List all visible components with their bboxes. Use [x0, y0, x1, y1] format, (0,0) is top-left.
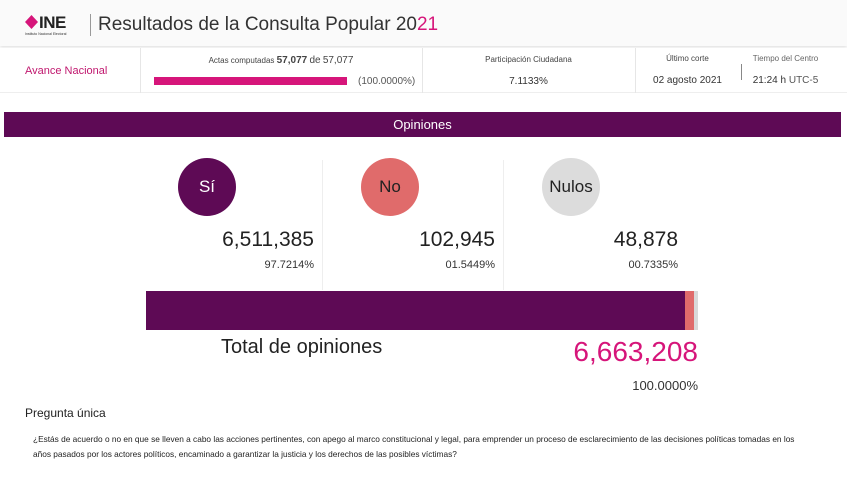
- actas-summary: Actas computadas 57,077 de 57,077: [140, 55, 422, 66]
- option-nulos-badge: Nulos: [542, 158, 600, 216]
- actas-label: Actas computadas: [208, 56, 275, 65]
- actas-progress-bar: [154, 77, 347, 85]
- total-label: Total de opiniones: [221, 336, 383, 358]
- pregunta-text: ¿Estás de acuerdo o no en que se lleven …: [33, 434, 795, 459]
- actas-progress-fill: [154, 77, 347, 85]
- divider: [422, 48, 423, 93]
- nulos-percent: 00.7335%: [628, 259, 678, 271]
- stack-segment-sí: [146, 291, 686, 330]
- opinions-stacked-bar: [146, 291, 698, 330]
- si-percent: 97.7214%: [264, 259, 314, 271]
- divider: [503, 160, 504, 290]
- title-highlight: 21: [416, 14, 439, 35]
- ultimo-corte-label: Último corte: [666, 54, 709, 63]
- nulos-votes: 48,878: [613, 228, 678, 251]
- pregunta-title: Pregunta única: [25, 406, 106, 420]
- no-votes: 102,945: [419, 228, 495, 251]
- actas-computed: 57,077: [276, 55, 308, 66]
- option-no-badge: No: [361, 158, 419, 216]
- no-percent: 01.5449%: [445, 259, 495, 271]
- total-percent: 100.0000%: [632, 378, 698, 393]
- divider: [140, 48, 141, 93]
- opiniones-header: Opiniones: [4, 112, 841, 137]
- stack-segment-nulos: [693, 291, 698, 330]
- divider: [741, 64, 742, 80]
- ine-logo[interactable]: INE Instituto Nacional Electoral: [25, 13, 85, 37]
- total-value: 6,663,208: [573, 336, 698, 367]
- actas-total: 57,077: [322, 55, 354, 66]
- page-title: Resultados de la Consulta Popular 2021: [98, 14, 438, 36]
- info-bar: Avance Nacional Actas computadas 57,077 …: [0, 48, 847, 93]
- ultimo-corte-value: 02 agosto 2021: [653, 75, 722, 86]
- ine-logo-icon: [25, 15, 38, 29]
- actas-percent: (100.0000%): [358, 76, 416, 87]
- tiempo-value: 21:24 h: [752, 75, 787, 86]
- participacion-label: Participación Ciudadana: [485, 55, 572, 64]
- header: INE Instituto Nacional Electoral Resulta…: [0, 0, 847, 46]
- option-si-badge: Sí: [178, 158, 236, 216]
- title-main: Resultados de la Consulta Popular 20: [98, 14, 417, 35]
- divider: [90, 14, 91, 36]
- actas-of: de: [309, 55, 321, 66]
- divider: [322, 160, 323, 290]
- logo-subtitle: Instituto Nacional Electoral: [25, 32, 67, 36]
- participacion-value: 7.1133%: [509, 76, 548, 87]
- tiempo-zone: UTC-5: [788, 75, 819, 86]
- si-votes: 6,511,385: [222, 228, 314, 251]
- logo-text: INE: [39, 13, 66, 32]
- avance-nacional-label: Avance Nacional: [25, 65, 108, 77]
- divider: [635, 48, 636, 93]
- tiempo-centro-label: Tiempo del Centro: [752, 54, 819, 63]
- stack-segment-no: [685, 291, 694, 330]
